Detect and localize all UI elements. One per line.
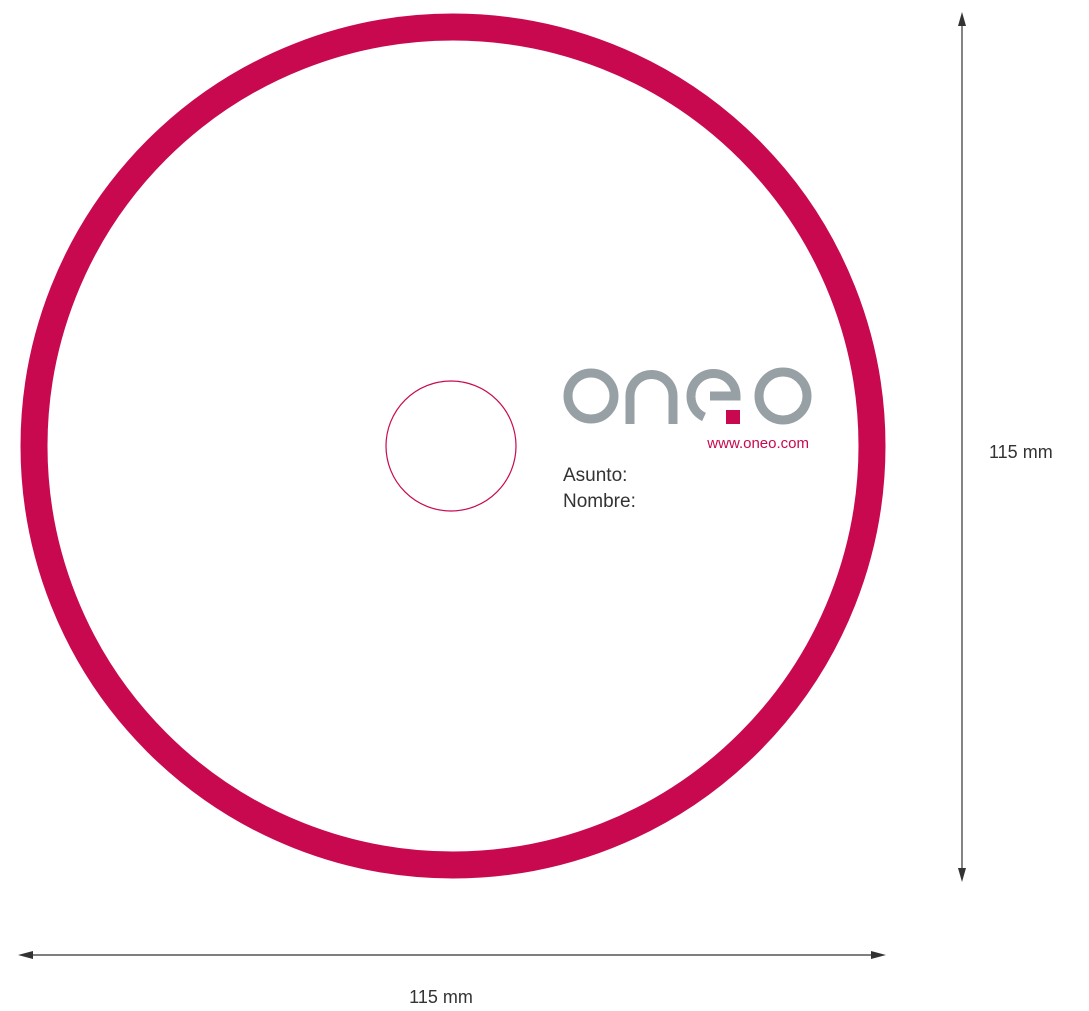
name-label: Nombre: [563,491,636,512]
oneo-logo: oneo [563,367,812,425]
height-dimension-label: 115 mm [989,442,1053,462]
logo-letter-e-lower [686,395,707,422]
arrow-down-icon [958,868,966,882]
horizontal-dimension [18,951,886,959]
vertical-dimension [958,12,966,882]
subject-label: Asunto: [563,465,627,486]
arrow-up-icon [958,12,966,26]
logo-letter-o-2 [754,367,812,425]
logo-letter-o-1 [563,368,619,424]
logo-letter-n [625,370,678,424]
width-dimension-label: 115 mm [409,987,473,1007]
disc-outer-ring [20,13,886,879]
arrow-left-icon [18,951,33,959]
logo-letter-e [686,369,741,401]
logo-url: www.oneo.com [706,435,809,452]
arrow-right-icon [871,951,886,959]
disc-center-hole [385,380,517,512]
logo-accent-square [726,410,740,424]
